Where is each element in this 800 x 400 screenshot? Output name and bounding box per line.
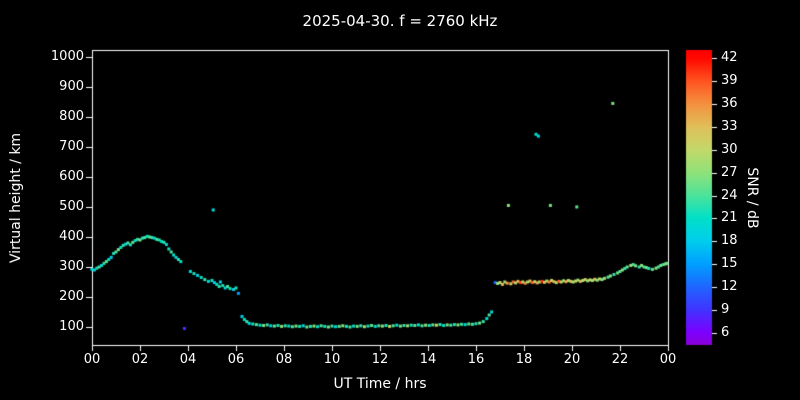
y-tick-label: 1000	[50, 48, 84, 64]
colorbar-tick-label: 27	[721, 164, 738, 180]
x-tick-label: 02	[131, 352, 149, 367]
colorbar-tick-label: 6	[721, 324, 730, 340]
colorbar-tick-label: 39	[721, 73, 738, 89]
x-tick-label: 16	[467, 352, 485, 367]
y-tick-label: 700	[59, 138, 84, 154]
y-tick-label: 900	[59, 78, 84, 94]
y-tick-label: 100	[59, 318, 84, 334]
x-tick-label: 12	[371, 352, 389, 367]
y-tick-label: 500	[59, 198, 84, 214]
colorbar-tick-label: 15	[721, 256, 738, 272]
chart-title: 2025-04-30. f = 2760 kHz	[302, 12, 498, 30]
x-tick-label: 10	[323, 352, 341, 367]
colorbar-tick-label: 18	[721, 233, 738, 249]
colorbar-tick-label: 36	[721, 96, 738, 112]
y-axis-label: Virtual height / km	[8, 132, 24, 264]
colorbar-tick-label: 21	[721, 210, 738, 226]
y-tick-label: 800	[59, 108, 84, 124]
y-tick-label: 600	[59, 168, 84, 184]
y-tick-label: 200	[59, 288, 84, 304]
x-tick-label: 18	[515, 352, 533, 367]
colorbar-tick-label: 42	[721, 50, 738, 66]
y-tick-label: 300	[59, 258, 84, 274]
x-tick-label: 20	[563, 352, 581, 367]
x-tick-label: 00	[659, 352, 677, 367]
x-tick-label: 14	[419, 352, 437, 367]
x-tick-label: 00	[83, 352, 101, 367]
colorbar-tick-label: 33	[721, 118, 738, 134]
colorbar-tick-label: 24	[721, 187, 738, 203]
x-tick-label: 04	[179, 352, 197, 367]
y-tick-label: 400	[59, 228, 84, 244]
x-tick-label: 06	[227, 352, 245, 367]
x-tick-label: 08	[275, 352, 293, 367]
colorbar-tick-label: 30	[721, 141, 738, 157]
x-tick-label: 22	[611, 352, 629, 367]
colorbar-tick-label: 9	[721, 301, 730, 317]
colorbar-tick-label: 12	[721, 279, 738, 295]
x-axis-label: UT Time / hrs	[333, 376, 427, 392]
